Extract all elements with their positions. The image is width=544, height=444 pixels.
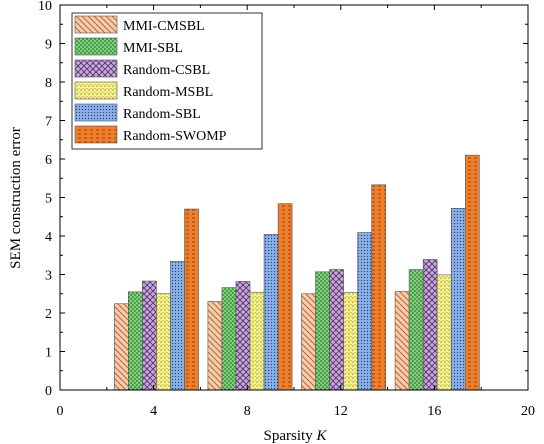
bar-random-swomp-k8: [277, 203, 293, 391]
legend-label: Random-MSBL: [123, 85, 213, 100]
bar-mmi-cmsbl-k4: [113, 303, 129, 391]
y-tick-label: 10: [38, 0, 52, 14]
bar-random-swomp-k12: [371, 184, 387, 391]
y-tick-label: 8: [45, 76, 52, 91]
bar-random-csbl-k12: [329, 269, 344, 391]
y-tick-label: 3: [45, 269, 52, 284]
y-tick-label: 6: [45, 153, 52, 168]
bar-random-msbl-k16: [436, 274, 452, 391]
x-axis-title-variable: K: [315, 428, 327, 444]
y-tick-label: 1: [45, 346, 52, 361]
x-tick-label: 8: [244, 404, 251, 419]
bar-mmi-cmsbl-k12: [301, 293, 316, 391]
bar-random-msbl-k12: [343, 292, 358, 391]
legend-swatch: [74, 37, 118, 56]
bar-random-msbl-k4: [156, 293, 171, 391]
x-axis-title: Sparsity K: [264, 428, 328, 444]
legend-label: Random-SBL: [123, 107, 201, 122]
bar-mmi-sbl-k12: [315, 271, 330, 391]
x-tick-label: 0: [57, 404, 64, 419]
legend: MMI-CMSBL MMI-SBL Random-CSBL Random-MSBL Ra…: [71, 12, 263, 150]
legend-swatch: [74, 81, 118, 100]
bar-random-swomp-k16: [464, 154, 480, 391]
bar-random-csbl-k4: [142, 280, 157, 391]
x-tick-label: 20: [521, 404, 535, 419]
bar-mmi-sbl-k8: [221, 287, 237, 391]
bar-random-csbl-k16: [422, 259, 438, 391]
bar-random-csbl-k8: [235, 281, 251, 391]
bar-random-sbl-k12: [357, 232, 372, 391]
legend-swatch: [74, 59, 118, 78]
y-axis-title: SEM construction error: [8, 127, 24, 269]
y-tick-label: 9: [45, 38, 52, 53]
legend-swatch: [74, 103, 118, 122]
bar-mmi-cmsbl-k8: [207, 301, 223, 391]
x-tick-label: 4: [150, 404, 157, 419]
legend-label: Random-SWOMP: [123, 129, 227, 144]
y-tick-label: 5: [45, 192, 52, 207]
bar-mmi-cmsbl-k16: [394, 291, 410, 391]
bar-random-sbl-k16: [450, 207, 466, 391]
x-tick-label: 16: [427, 404, 441, 419]
y-tick-label: 4: [45, 230, 52, 245]
bar-mmi-sbl-k4: [128, 291, 143, 391]
legend-label: MMI-SBL: [123, 41, 183, 56]
x-tick-label: 12: [334, 404, 348, 419]
bar-random-sbl-k4: [170, 261, 185, 391]
legend-swatch: [74, 125, 118, 144]
bars-group: [113, 154, 480, 391]
legend-label: Random-CSBL: [123, 63, 210, 78]
bar-random-sbl-k8: [263, 234, 279, 391]
y-tick-label: 2: [45, 307, 52, 322]
x-axis-title-text: Sparsity: [264, 428, 317, 444]
legend-swatch: [74, 15, 118, 34]
y-tick-label: 7: [45, 115, 52, 130]
bar-mmi-sbl-k16: [408, 269, 424, 391]
bar-random-swomp-k4: [184, 208, 199, 391]
legend-label: MMI-CMSBL: [123, 19, 205, 34]
bar-random-msbl-k8: [249, 291, 265, 391]
y-tick-label: 0: [45, 384, 52, 399]
